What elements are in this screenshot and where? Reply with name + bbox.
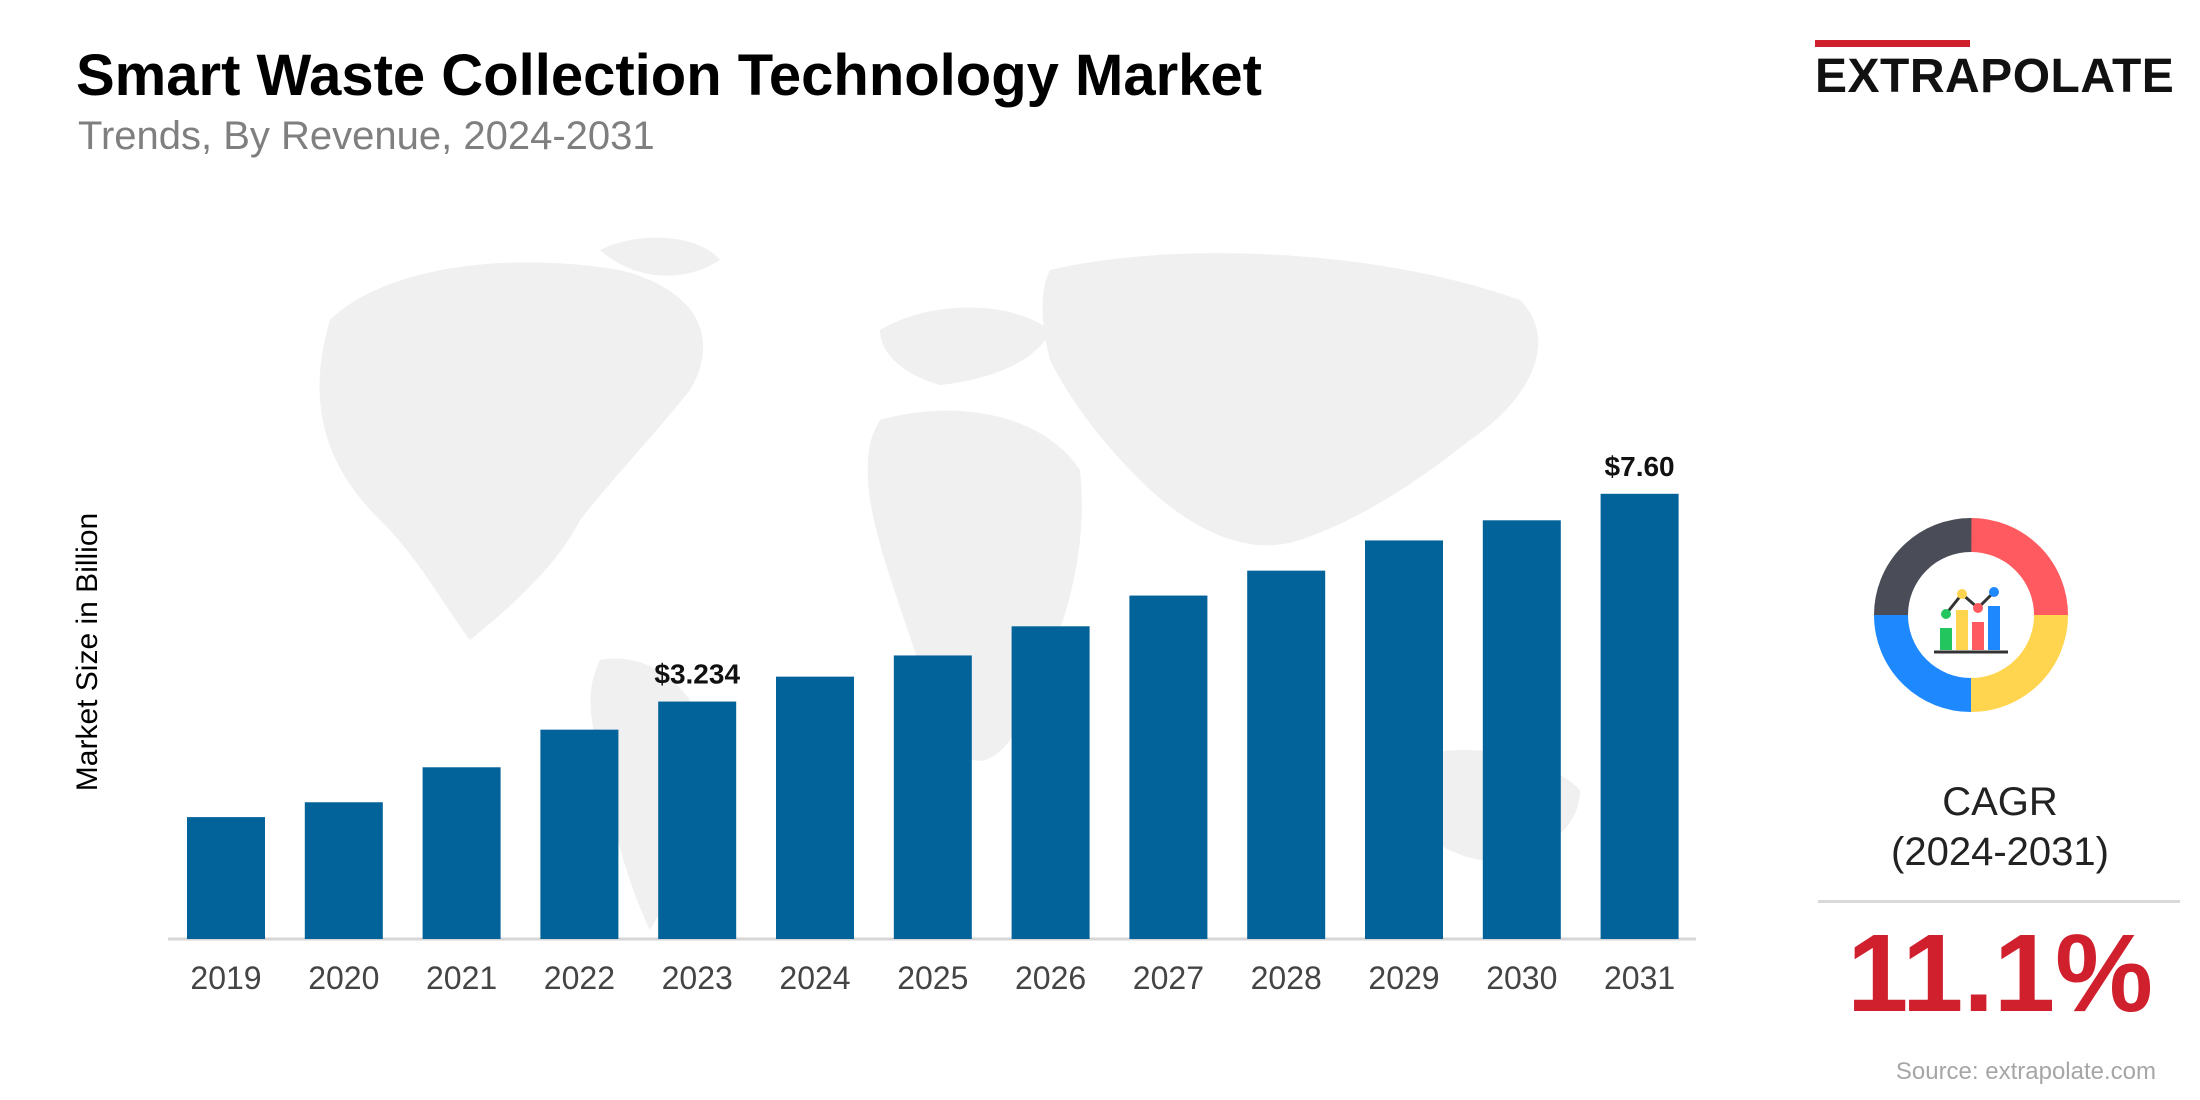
x-tick-2027: 2027 <box>1133 960 1204 996</box>
cagr-period: (2024-2031) <box>1891 830 2109 874</box>
brand-logo-text: EXTRAPOLATE <box>1815 50 2175 103</box>
cagr-divider <box>1818 900 2180 903</box>
x-tick-2030: 2030 <box>1486 960 1557 996</box>
bar-2029 <box>1365 540 1443 939</box>
x-tick-2026: 2026 <box>1015 960 1086 996</box>
bar-2027 <box>1129 595 1208 939</box>
logo-accent-bar <box>1815 40 1970 47</box>
data-label-2031: $7.60 <box>1605 451 1675 482</box>
bar-2021 <box>422 767 501 939</box>
bar-2025 <box>893 655 972 939</box>
chart-title: Smart Waste Collection Technology Market <box>76 43 1262 108</box>
x-tick-2020: 2020 <box>308 960 379 996</box>
bar-chart: 2019 2020 2021 2022 2023 2024 2025 2026 2027 2028… <box>168 237 1696 996</box>
x-tick-2028: 2028 <box>1251 960 1322 996</box>
bar-2020 <box>304 802 383 939</box>
x-tick-2021: 2021 <box>426 960 497 996</box>
x-tick-2022: 2022 <box>544 960 615 996</box>
bar-2030 <box>1482 520 1561 939</box>
bar-2028 <box>1247 570 1326 939</box>
bar-2019 <box>187 817 265 939</box>
bar-2023 <box>658 701 737 939</box>
data-label-2023: $3.234 <box>654 659 740 690</box>
cagr-value: 11.1% <box>1847 912 2153 1035</box>
x-tick-2019: 2019 <box>190 960 261 996</box>
brand-logo: EXTRAPOLATE <box>1815 40 2174 104</box>
x-tick-2031: 2031 <box>1604 960 1675 996</box>
analytics-ring-icon <box>1874 518 2068 712</box>
cagr-label: CAGR <box>1942 780 2058 824</box>
x-tick-2023: 2023 <box>662 960 733 996</box>
bar-2026 <box>1011 626 1090 939</box>
bar-2024 <box>776 676 854 939</box>
chart-subtitle: Trends, By Revenue, 2024-2031 <box>78 114 655 158</box>
x-tick-2025: 2025 <box>897 960 968 996</box>
x-tick-2029: 2029 <box>1368 960 1439 996</box>
x-tick-2024: 2024 <box>779 960 850 996</box>
bar-2031 <box>1600 493 1679 939</box>
source-note: Source: extrapolate.com <box>1895 1058 2156 1085</box>
bar-2022 <box>540 729 619 939</box>
